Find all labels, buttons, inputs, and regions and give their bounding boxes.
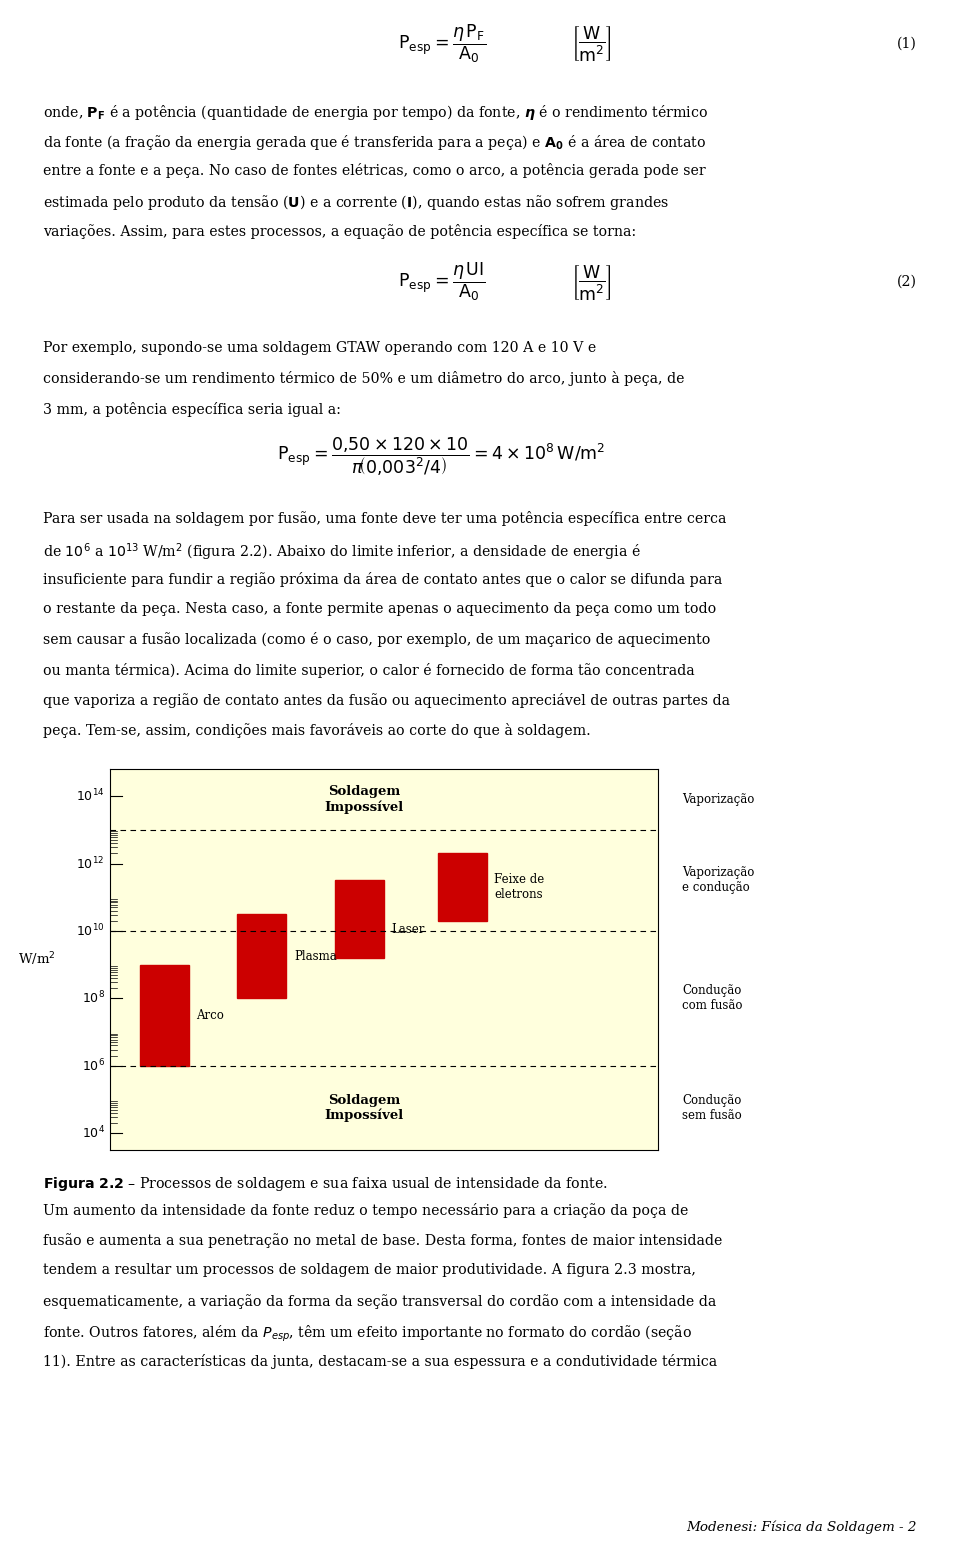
Text: esquematicamente, a variação da forma da seção transversal do cordão com a inten: esquematicamente, a variação da forma da…: [43, 1294, 716, 1308]
Text: $\left[\dfrac{\mathrm{W}}{\mathrm{m}^2}\right]$: $\left[\dfrac{\mathrm{W}}{\mathrm{m}^2}\…: [571, 263, 612, 301]
Text: variações. Assim, para estes processos, a equação de potência específica se torn: variações. Assim, para estes processos, …: [43, 224, 636, 239]
Text: 11). Entre as características da junta, destacam-se a sua espessura e a condutiv: 11). Entre as características da junta, …: [43, 1355, 717, 1369]
Text: $10^{10}$: $10^{10}$: [76, 923, 105, 939]
Text: Por exemplo, supondo-se uma soldagem GTAW operando com 120 A e 10 V e: Por exemplo, supondo-se uma soldagem GTA…: [43, 342, 596, 356]
Text: onde, $\mathbf{P_F}$ é a potência (quantidade de energia por tempo) da fonte, $\: onde, $\mathbf{P_F}$ é a potência (quant…: [43, 103, 708, 121]
Text: Um aumento da intensidade da fonte reduz o tempo necessário para a criação da po: Um aumento da intensidade da fonte reduz…: [43, 1203, 688, 1218]
Text: $\mathrm{P_{esp}} = \dfrac{\eta\, \mathrm{P_F}}{\mathrm{A_0}}$: $\mathrm{P_{esp}} = \dfrac{\eta\, \mathr…: [397, 22, 486, 65]
Text: considerando-se um rendimento térmico de 50% e um diâmetro do arco, junto à peça: considerando-se um rendimento térmico de…: [43, 371, 684, 387]
Text: $10^{12}$: $10^{12}$: [77, 855, 105, 872]
Text: da fonte (a fração da energia gerada que é transferida para a peça) e $\mathbf{A: da fonte (a fração da energia gerada que…: [43, 134, 707, 152]
Text: fusão e aumenta a sua penetração no metal de base. Desta forma, fontes de maior : fusão e aumenta a sua penetração no meta…: [43, 1234, 723, 1248]
Text: sem causar a fusão localizada (como é o caso, por exemplo, de um maçarico de aqu: sem causar a fusão localizada (como é o …: [43, 632, 710, 648]
Text: Arco: Arco: [197, 1009, 225, 1021]
Text: $10^{8}$: $10^{8}$: [82, 990, 105, 1007]
Bar: [237, 914, 286, 998]
Text: $\mathbf{Figura\ 2.2}$ – Processos de soldagem e sua faixa usual de intensidade : $\mathbf{Figura\ 2.2}$ – Processos de so…: [43, 1175, 608, 1193]
Text: Para ser usada na soldagem por fusão, uma fonte deve ter uma potência específica: Para ser usada na soldagem por fusão, um…: [43, 511, 727, 527]
Text: Condução
com fusão: Condução com fusão: [682, 984, 742, 1012]
Text: Condução
sem fusão: Condução sem fusão: [682, 1094, 742, 1122]
Text: entre a fonte e a peça. No caso de fontes elétricas, como o arco, a potência ger: entre a fonte e a peça. No caso de fonte…: [43, 163, 706, 179]
Bar: [140, 965, 188, 1066]
Text: Soldagem
Impossível: Soldagem Impossível: [324, 1094, 404, 1122]
Text: $10^{4}$: $10^{4}$: [82, 1125, 105, 1142]
Text: Laser: Laser: [392, 923, 425, 936]
Text: $\mathrm{P_{esp}} = \dfrac{\eta\, \mathrm{UI}}{\mathrm{A_0}}$: $\mathrm{P_{esp}} = \dfrac{\eta\, \mathr…: [397, 261, 486, 303]
Text: Soldagem
Impossível: Soldagem Impossível: [324, 785, 404, 814]
Text: Feixe de
eletrons: Feixe de eletrons: [494, 873, 544, 901]
Bar: [438, 853, 487, 922]
Text: estimada pelo produto da tensão ($\mathbf{U}$) e a corrente ($\mathbf{I}$), quan: estimada pelo produto da tensão ($\mathb…: [43, 194, 669, 213]
Text: $10^{6}$: $10^{6}$: [82, 1057, 105, 1074]
Text: $10^{14}$: $10^{14}$: [76, 788, 105, 805]
Text: tendem a resultar um processos de soldagem de maior produtividade. A figura 2.3 : tendem a resultar um processos de soldag…: [43, 1263, 696, 1277]
Text: o restante da peça. Nesta caso, a fonte permite apenas o aquecimento da peça com: o restante da peça. Nesta caso, a fonte …: [43, 603, 716, 617]
Text: insuficiente para fundir a região próxima da área de contato antes que o calor s: insuficiente para fundir a região próxim…: [43, 572, 723, 587]
Text: Modenesi: Física da Soldagem - 2: Modenesi: Física da Soldagem - 2: [686, 1520, 917, 1534]
Text: $\left[\dfrac{\mathrm{W}}{\mathrm{m}^2}\right]$: $\left[\dfrac{\mathrm{W}}{\mathrm{m}^2}\…: [571, 23, 612, 64]
Text: fonte. Outros fatores, além da $P_{esp}$, têm um efeito importante no formato do: fonte. Outros fatores, além da $P_{esp}$…: [43, 1324, 692, 1344]
Text: $\mathrm{P_{esp}} = \dfrac{0{,}50\times120\times10}{\pi\!\left(0{,}003^2/4\right: $\mathrm{P_{esp}} = \dfrac{0{,}50\times1…: [277, 435, 606, 479]
Bar: [335, 881, 384, 957]
Text: W/m$^2$: W/m$^2$: [18, 951, 56, 968]
Text: de $10^6$ a $10^{13}$ W/m$^2$ (figura 2.2). Abaixo do limite inferior, a densida: de $10^6$ a $10^{13}$ W/m$^2$ (figura 2.…: [43, 542, 641, 563]
Text: Vaporização: Vaporização: [682, 793, 755, 807]
Text: que vaporiza a região de contato antes da fusão ou aquecimento apreciável de out: que vaporiza a região de contato antes d…: [43, 693, 731, 709]
Text: peça. Tem-se, assim, condições mais favoráveis ao corte do que à soldagem.: peça. Tem-se, assim, condições mais favo…: [43, 724, 591, 738]
Text: Vaporização
e condução: Vaporização e condução: [682, 867, 755, 895]
Text: 3 mm, a potência específica seria igual a:: 3 mm, a potência específica seria igual …: [43, 402, 341, 416]
Text: Plasma: Plasma: [294, 949, 337, 963]
Text: ou manta térmica). Acima do limite superior, o calor é fornecido de forma tão co: ou manta térmica). Acima do limite super…: [43, 664, 695, 678]
Text: (1): (1): [897, 36, 917, 51]
Text: (2): (2): [897, 275, 917, 289]
